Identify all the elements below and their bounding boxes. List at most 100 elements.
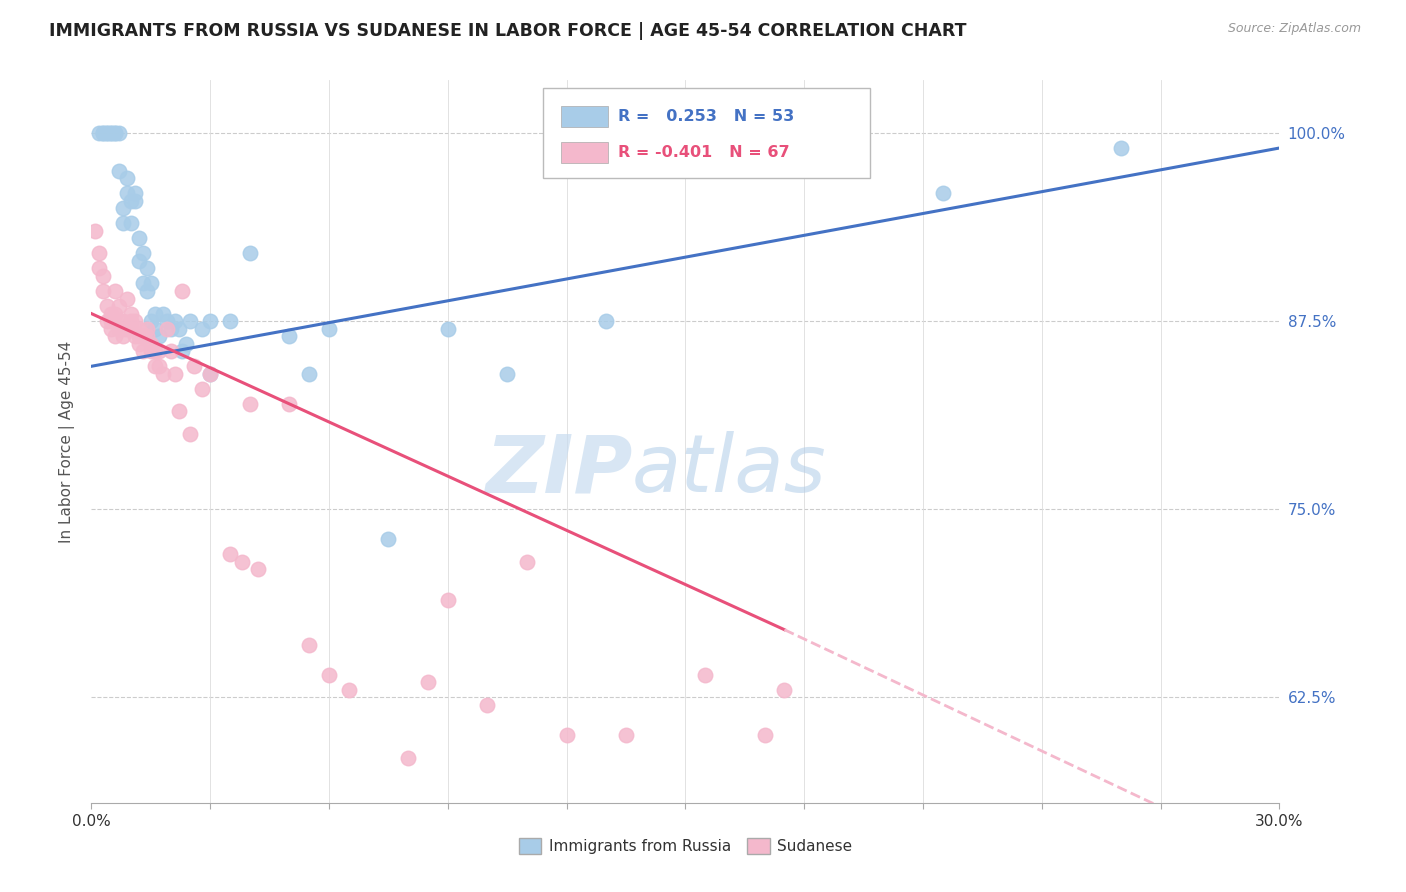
Point: [84, 224, 107, 238]
Text: ZIP: ZIP: [485, 432, 631, 509]
Point: [148, 344, 170, 359]
Point: [163, 367, 186, 381]
Point: [100, 314, 122, 328]
Point: [219, 548, 242, 562]
FancyBboxPatch shape: [543, 87, 869, 178]
Point: [135, 261, 157, 276]
Point: [436, 592, 458, 607]
Point: [128, 321, 150, 335]
Point: [932, 186, 955, 201]
Point: [112, 321, 135, 335]
Point: [555, 728, 578, 742]
Point: [132, 277, 155, 291]
Point: [139, 336, 162, 351]
Point: [112, 201, 135, 215]
Point: [496, 367, 519, 381]
Point: [112, 216, 135, 230]
Point: [135, 321, 157, 335]
Point: [152, 367, 174, 381]
Point: [124, 186, 146, 201]
FancyBboxPatch shape: [561, 105, 609, 128]
Point: [124, 329, 146, 343]
Point: [318, 321, 340, 335]
Point: [104, 126, 127, 140]
Point: [167, 321, 190, 335]
Point: [91, 268, 114, 283]
Point: [337, 682, 360, 697]
Point: [200, 367, 222, 381]
Point: [108, 299, 131, 313]
Point: [96, 126, 118, 140]
Point: [773, 682, 796, 697]
Point: [200, 314, 222, 328]
Point: [112, 329, 135, 343]
Point: [278, 329, 301, 343]
Text: Source: ZipAtlas.com: Source: ZipAtlas.com: [1227, 22, 1361, 36]
Point: [139, 344, 162, 359]
Point: [396, 750, 419, 764]
Point: [436, 321, 458, 335]
Point: [152, 307, 174, 321]
Point: [183, 359, 205, 374]
Point: [120, 216, 142, 230]
Point: [614, 728, 637, 742]
Point: [100, 307, 122, 321]
Point: [318, 668, 340, 682]
Point: [143, 307, 166, 321]
Point: [278, 397, 301, 411]
Point: [239, 397, 262, 411]
Point: [139, 314, 162, 328]
Point: [163, 314, 186, 328]
Point: [754, 728, 776, 742]
Point: [377, 533, 399, 547]
Point: [91, 126, 114, 140]
Point: [1109, 141, 1132, 155]
Point: [595, 314, 617, 328]
Point: [128, 336, 150, 351]
Point: [104, 307, 127, 321]
Text: atlas: atlas: [631, 432, 827, 509]
Point: [96, 299, 118, 313]
Point: [115, 171, 138, 186]
Point: [132, 246, 155, 260]
Point: [128, 253, 150, 268]
Point: [132, 344, 155, 359]
Point: [96, 126, 118, 140]
FancyBboxPatch shape: [561, 142, 609, 163]
Point: [179, 427, 201, 442]
Point: [191, 321, 214, 335]
Point: [219, 314, 242, 328]
Point: [167, 404, 190, 418]
Point: [143, 321, 166, 335]
Point: [128, 329, 150, 343]
Point: [179, 314, 201, 328]
Point: [115, 186, 138, 201]
Point: [120, 321, 142, 335]
Point: [124, 194, 146, 208]
Text: R =   0.253   N = 53: R = 0.253 N = 53: [617, 109, 794, 124]
Text: IMMIGRANTS FROM RUSSIA VS SUDANESE IN LABOR FORCE | AGE 45-54 CORRELATION CHART: IMMIGRANTS FROM RUSSIA VS SUDANESE IN LA…: [49, 22, 967, 40]
Point: [96, 314, 118, 328]
Point: [176, 336, 198, 351]
Point: [773, 126, 796, 140]
Point: [112, 314, 135, 328]
Point: [200, 367, 222, 381]
Point: [89, 261, 111, 276]
Point: [477, 698, 499, 712]
Point: [91, 126, 114, 140]
Point: [246, 562, 269, 576]
Point: [156, 314, 179, 328]
Point: [108, 126, 131, 140]
Point: [115, 292, 138, 306]
Point: [120, 314, 142, 328]
Point: [135, 329, 157, 343]
Point: [104, 284, 127, 298]
Point: [191, 382, 214, 396]
Point: [143, 359, 166, 374]
Point: [120, 307, 142, 321]
Point: [156, 321, 179, 335]
Point: [172, 284, 194, 298]
Point: [143, 344, 166, 359]
Point: [172, 344, 194, 359]
Point: [120, 194, 142, 208]
